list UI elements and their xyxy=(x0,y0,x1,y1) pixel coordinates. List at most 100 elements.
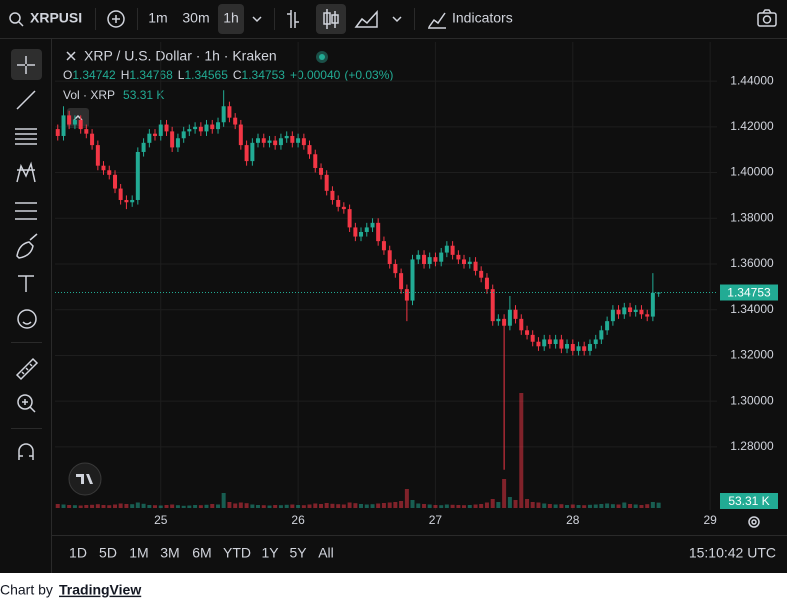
range-button[interactable]: 3M xyxy=(160,545,179,561)
volume-bar xyxy=(599,504,604,508)
area-style-button[interactable] xyxy=(354,10,378,28)
snapshot-button[interactable] xyxy=(757,9,777,27)
candle-body xyxy=(513,309,518,319)
volume-bar xyxy=(364,504,369,508)
ruler-tool[interactable] xyxy=(15,357,39,381)
volume-bar xyxy=(622,502,627,508)
volume-bar xyxy=(187,505,192,508)
range-button[interactable]: 1Y xyxy=(261,545,279,561)
pattern-tool[interactable] xyxy=(16,161,36,183)
footer-link[interactable]: TradingView xyxy=(59,582,141,598)
bars-style-button[interactable] xyxy=(287,10,299,28)
candle-body xyxy=(353,227,358,237)
x-tick-label: 29 xyxy=(703,513,717,527)
volume-bar xyxy=(439,505,444,508)
symbol-search[interactable]: XRPUSI xyxy=(9,10,82,27)
settings-button[interactable] xyxy=(748,516,760,528)
tv-logo[interactable] xyxy=(68,462,102,496)
volume-title: Vol · XRP xyxy=(63,88,115,102)
trendline-tool[interactable] xyxy=(16,90,36,110)
magnet-tool[interactable] xyxy=(18,443,34,460)
candle-body xyxy=(233,117,238,125)
volume-bar xyxy=(233,503,238,508)
volume-bar xyxy=(484,502,489,508)
range-button[interactable]: 1D xyxy=(69,545,87,561)
volume-label-box xyxy=(720,493,778,509)
ohlc-letter: O xyxy=(63,68,72,82)
compare-button[interactable] xyxy=(107,10,125,28)
y-tick-label: 1.38000 xyxy=(730,210,774,224)
volume-bar xyxy=(536,502,541,508)
range-button[interactable]: 6M xyxy=(192,545,211,561)
range-button[interactable]: All xyxy=(318,545,334,561)
interval-button[interactable]: 30m xyxy=(182,10,209,26)
x-tick-label: 26 xyxy=(291,513,305,527)
range-button[interactable]: 5Y xyxy=(289,545,307,561)
range-button[interactable]: 5D xyxy=(99,545,117,561)
indicators-button[interactable]: Indicators xyxy=(428,10,513,29)
volume-bar xyxy=(502,479,507,508)
range-button[interactable]: YTD xyxy=(223,545,251,561)
candle-body xyxy=(330,190,335,200)
volume-bar xyxy=(278,505,283,508)
zoom-tool[interactable] xyxy=(17,394,33,410)
candle-body xyxy=(410,259,415,301)
candle-body xyxy=(221,106,226,123)
market-status xyxy=(319,54,325,60)
emoji-tool[interactable] xyxy=(17,309,37,329)
volume-bar xyxy=(479,504,484,508)
candle-body xyxy=(107,170,112,175)
ohlc-value: 1.34753 xyxy=(242,68,286,82)
volume-bar xyxy=(507,497,512,508)
brush-tool[interactable] xyxy=(16,233,38,259)
footer-text: Chart by xyxy=(0,582,53,598)
volume-bar xyxy=(61,504,66,508)
candle-body xyxy=(490,289,495,322)
volume-bar xyxy=(547,504,552,508)
text-tool[interactable] xyxy=(18,275,34,292)
interval-button[interactable]: 1h xyxy=(223,10,239,26)
candle-body xyxy=(479,270,484,278)
fib-tool[interactable] xyxy=(15,128,37,145)
volume-bar xyxy=(416,503,421,508)
candle-body xyxy=(593,339,598,345)
candle-body xyxy=(570,344,575,351)
crosshair-tool[interactable] xyxy=(17,56,35,74)
candle-body xyxy=(519,318,524,331)
candle-body xyxy=(216,122,221,130)
candle-body xyxy=(364,227,369,232)
candle-body xyxy=(650,292,655,317)
candle-body xyxy=(198,126,203,132)
camera-icon xyxy=(762,9,772,14)
candle-body xyxy=(319,167,324,175)
ohlc-letter: L xyxy=(178,68,185,82)
prediction-tool[interactable] xyxy=(15,202,37,220)
candle-body xyxy=(462,259,467,264)
candles-style-button[interactable] xyxy=(323,9,339,29)
ohlc-value: 1.34565 xyxy=(184,68,228,82)
volume-bar xyxy=(359,504,364,508)
symbol-close[interactable] xyxy=(66,51,76,61)
interval-dropdown[interactable] xyxy=(252,16,262,23)
candle-body xyxy=(639,309,644,315)
candle-body xyxy=(599,330,604,340)
interval-button[interactable]: 1m xyxy=(148,10,167,26)
volume-bar xyxy=(462,505,467,508)
candle-body xyxy=(433,257,438,262)
volume-bar xyxy=(353,503,358,508)
candle-body xyxy=(78,119,83,130)
candle-body xyxy=(536,341,541,347)
volume-bar xyxy=(473,504,478,508)
change: +0.00040 xyxy=(290,68,341,82)
range-button[interactable]: 1M xyxy=(129,545,148,561)
candle-layer xyxy=(55,90,717,470)
legend-collapse[interactable] xyxy=(67,108,89,128)
candle-body xyxy=(67,115,72,125)
ohlc-legend: O1.34742 H1.34768 L1.34565 C1.34753 +0.00040… xyxy=(63,68,393,82)
volume-bar xyxy=(319,504,324,508)
volume-bar xyxy=(370,504,375,508)
style-dropdown[interactable] xyxy=(392,16,402,23)
volume-bar xyxy=(347,502,352,508)
candle-body xyxy=(175,138,180,148)
